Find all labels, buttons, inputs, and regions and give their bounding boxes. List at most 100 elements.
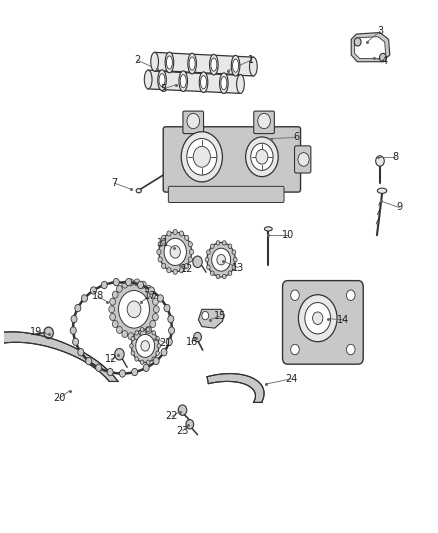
Circle shape <box>95 364 102 372</box>
Circle shape <box>168 316 174 322</box>
Circle shape <box>131 336 134 341</box>
Text: 21: 21 <box>159 338 172 348</box>
Text: 24: 24 <box>285 374 297 384</box>
Circle shape <box>159 232 191 272</box>
Ellipse shape <box>265 227 272 231</box>
Circle shape <box>186 419 194 429</box>
Circle shape <box>207 250 210 254</box>
Circle shape <box>112 282 156 336</box>
Polygon shape <box>355 37 385 59</box>
Ellipse shape <box>165 52 174 73</box>
Circle shape <box>120 370 125 377</box>
Circle shape <box>135 330 138 335</box>
Circle shape <box>233 257 237 262</box>
Circle shape <box>134 279 140 286</box>
Circle shape <box>158 257 162 262</box>
Circle shape <box>202 311 208 320</box>
Circle shape <box>141 341 149 351</box>
Circle shape <box>217 254 226 265</box>
Circle shape <box>211 244 214 248</box>
FancyBboxPatch shape <box>254 111 274 134</box>
Circle shape <box>146 326 152 333</box>
Text: 12: 12 <box>180 264 193 274</box>
Circle shape <box>75 304 81 312</box>
Text: 3: 3 <box>377 27 383 36</box>
Circle shape <box>143 364 149 372</box>
Circle shape <box>70 327 76 334</box>
Circle shape <box>112 291 118 298</box>
Circle shape <box>152 357 155 361</box>
Ellipse shape <box>201 76 207 89</box>
Text: 1: 1 <box>248 55 254 65</box>
Ellipse shape <box>199 72 208 93</box>
Circle shape <box>141 330 146 337</box>
Text: 2: 2 <box>134 55 141 65</box>
Circle shape <box>167 231 171 236</box>
Circle shape <box>135 357 138 361</box>
Text: 13: 13 <box>232 263 244 272</box>
Circle shape <box>71 316 77 322</box>
Circle shape <box>131 351 134 356</box>
Circle shape <box>232 265 236 269</box>
Circle shape <box>122 330 127 337</box>
Circle shape <box>107 368 113 376</box>
Circle shape <box>150 291 155 298</box>
FancyBboxPatch shape <box>168 187 284 203</box>
Text: 14: 14 <box>337 315 350 325</box>
Ellipse shape <box>219 73 228 93</box>
Circle shape <box>185 263 189 269</box>
Circle shape <box>162 263 166 269</box>
Circle shape <box>134 333 140 340</box>
Text: 12: 12 <box>105 354 117 365</box>
Circle shape <box>44 327 53 338</box>
Circle shape <box>148 287 154 294</box>
Circle shape <box>112 320 118 328</box>
Circle shape <box>193 147 210 167</box>
Circle shape <box>223 274 226 279</box>
Circle shape <box>119 290 149 328</box>
Circle shape <box>205 257 209 262</box>
Circle shape <box>189 249 194 254</box>
Circle shape <box>117 285 122 292</box>
Circle shape <box>122 281 127 288</box>
Circle shape <box>140 327 144 332</box>
Circle shape <box>258 114 270 128</box>
Circle shape <box>161 349 167 356</box>
Circle shape <box>187 114 200 128</box>
Circle shape <box>291 344 299 355</box>
Polygon shape <box>0 332 118 382</box>
Circle shape <box>141 281 146 288</box>
Ellipse shape <box>158 70 166 91</box>
Circle shape <box>153 358 159 365</box>
Circle shape <box>150 320 155 328</box>
Circle shape <box>232 250 236 254</box>
Circle shape <box>178 405 187 415</box>
Circle shape <box>179 268 184 273</box>
Circle shape <box>157 295 163 302</box>
Text: 10: 10 <box>282 230 294 240</box>
FancyBboxPatch shape <box>294 146 311 173</box>
Circle shape <box>153 306 159 313</box>
Text: 16: 16 <box>186 337 198 347</box>
Circle shape <box>132 368 138 376</box>
Circle shape <box>169 327 175 334</box>
Ellipse shape <box>221 77 227 90</box>
Text: 19: 19 <box>31 327 42 337</box>
Circle shape <box>207 265 210 269</box>
Circle shape <box>298 152 309 166</box>
Circle shape <box>126 278 131 286</box>
Circle shape <box>216 274 220 279</box>
Text: 7: 7 <box>111 178 117 188</box>
Circle shape <box>136 334 155 358</box>
FancyBboxPatch shape <box>183 111 204 134</box>
Ellipse shape <box>179 71 187 92</box>
Circle shape <box>193 256 202 268</box>
Circle shape <box>162 235 166 240</box>
Circle shape <box>173 229 177 235</box>
Circle shape <box>101 281 107 288</box>
Circle shape <box>194 332 201 342</box>
Polygon shape <box>351 33 390 62</box>
Text: 6: 6 <box>293 133 299 142</box>
Polygon shape <box>207 374 264 402</box>
Text: 23: 23 <box>177 426 189 436</box>
